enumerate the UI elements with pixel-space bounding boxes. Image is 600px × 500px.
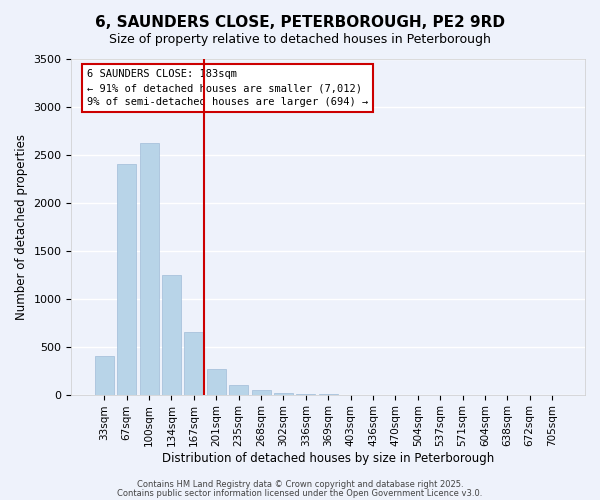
Bar — [140, 144, 158, 394]
Text: 6 SAUNDERS CLOSE: 183sqm
← 91% of detached houses are smaller (7,012)
9% of semi: 6 SAUNDERS CLOSE: 183sqm ← 91% of detach… — [87, 69, 368, 107]
Text: Contains HM Land Registry data © Crown copyright and database right 2025.: Contains HM Land Registry data © Crown c… — [137, 480, 463, 489]
Text: 6, SAUNDERS CLOSE, PETERBOROUGH, PE2 9RD: 6, SAUNDERS CLOSE, PETERBOROUGH, PE2 9RD — [95, 15, 505, 30]
Bar — [184, 332, 203, 394]
Bar — [162, 274, 181, 394]
Bar — [274, 392, 293, 394]
Y-axis label: Number of detached properties: Number of detached properties — [15, 134, 28, 320]
Bar — [251, 390, 271, 394]
X-axis label: Distribution of detached houses by size in Peterborough: Distribution of detached houses by size … — [162, 452, 494, 465]
Bar — [95, 356, 114, 395]
Text: Contains public sector information licensed under the Open Government Licence v3: Contains public sector information licen… — [118, 488, 482, 498]
Bar — [229, 385, 248, 394]
Bar — [207, 368, 226, 394]
Text: Size of property relative to detached houses in Peterborough: Size of property relative to detached ho… — [109, 32, 491, 46]
Bar — [117, 164, 136, 394]
